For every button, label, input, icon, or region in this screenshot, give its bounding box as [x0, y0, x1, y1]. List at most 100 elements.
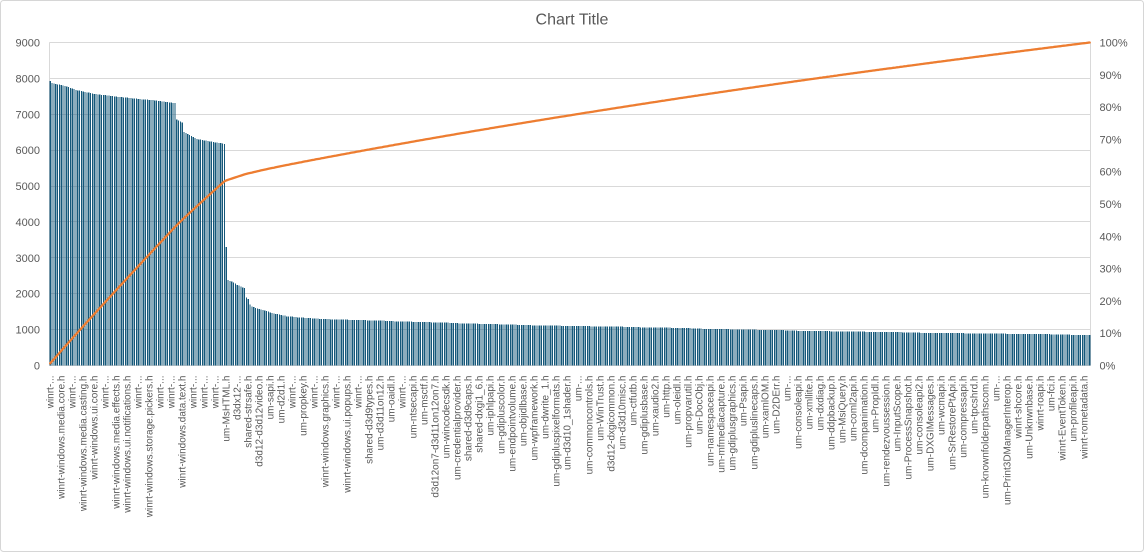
svg-text:0: 0	[34, 361, 40, 373]
svg-text:um-consoleapi.h: um-consoleapi.h	[794, 376, 805, 449]
svg-text:um-msctf.h: um-msctf.h	[420, 376, 431, 425]
svg-text:um-gdipluslinecaps.h: um-gdipluslinecaps.h	[750, 376, 761, 470]
svg-text:winrt-...: winrt-...	[211, 376, 222, 410]
svg-text:winrt-...: winrt-...	[398, 376, 409, 410]
svg-text:winrt-...: winrt-...	[167, 376, 178, 410]
svg-text:um-dwrite_1.h: um-dwrite_1.h	[541, 376, 552, 439]
svg-text:um-sapi.h: um-sapi.h	[266, 376, 277, 420]
svg-text:um-MsHTML.h: um-MsHTML.h	[222, 376, 233, 442]
svg-text:um-iphlpapi.h: um-iphlpapi.h	[486, 376, 497, 436]
svg-text:winrt-...: winrt-...	[288, 376, 299, 410]
svg-text:um-coml2api.h: um-coml2api.h	[849, 376, 860, 442]
svg-text:um-xmllite.h: um-xmllite.h	[805, 376, 816, 430]
svg-text:um-commoncontrols.h: um-commoncontrols.h	[585, 376, 596, 475]
svg-text:um-consoleapi2.h: um-consoleapi2.h	[915, 376, 926, 455]
svg-text:um-d2d1.h: um-d2d1.h	[277, 376, 288, 424]
svg-text:4000: 4000	[16, 217, 40, 229]
svg-text:um-...: um-...	[992, 376, 1003, 402]
svg-text:um-d3d11on12.h: um-d3d11on12.h	[376, 376, 387, 451]
svg-text:um-propvarutil.h: um-propvarutil.h	[684, 376, 695, 448]
svg-text:um-gdipluscolor.h: um-gdipluscolor.h	[497, 376, 508, 454]
svg-text:shared-d3d9types.h: shared-d3d9types.h	[365, 376, 376, 464]
svg-text:shared-d3d9caps.h: shared-d3d9caps.h	[464, 376, 475, 462]
svg-text:um-gdipluspixelformats.h: um-gdipluspixelformats.h	[552, 376, 563, 487]
svg-text:winrt-EventToken.h: winrt-EventToken.h	[1058, 376, 1069, 462]
svg-text:50%: 50%	[1100, 199, 1122, 211]
svg-text:um-ctfutb.h: um-ctfutb.h	[629, 376, 640, 426]
svg-text:70%: 70%	[1100, 134, 1122, 146]
svg-text:um-Print3DManagerInterop.h: um-Print3DManagerInterop.h	[1003, 376, 1014, 506]
svg-text:um-tpcshrd.h: um-tpcshrd.h	[970, 376, 981, 434]
svg-text:100%: 100%	[1100, 38, 1128, 50]
svg-text:2000: 2000	[16, 289, 40, 301]
svg-text:um-InputScope.h: um-InputScope.h	[893, 376, 904, 452]
svg-text:20%: 20%	[1100, 296, 1122, 308]
svg-text:0%: 0%	[1100, 361, 1116, 373]
svg-text:90%: 90%	[1100, 70, 1122, 82]
svg-text:winrt-windows.storage.pickers.: winrt-windows.storage.pickers.h	[145, 376, 156, 519]
svg-text:Chart Title: Chart Title	[536, 12, 609, 29]
svg-text:um-objidlbase.h: um-objidlbase.h	[519, 376, 530, 447]
svg-text:um-dcompanimation.h: um-dcompanimation.h	[860, 376, 871, 475]
svg-text:winrt-...: winrt-...	[134, 376, 145, 410]
svg-text:um-MsiQuery.h: um-MsiQuery.h	[838, 376, 849, 444]
svg-text:um-xaudio2.h: um-xaudio2.h	[651, 376, 662, 437]
svg-text:winrt-...: winrt-...	[101, 376, 112, 410]
svg-text:um-D2DErr.h: um-D2DErr.h	[772, 376, 783, 434]
svg-text:winrt-windows.media.core.h: winrt-windows.media.core.h	[57, 376, 68, 500]
svg-text:um-compressapi.h: um-compressapi.h	[959, 376, 970, 458]
svg-text:winrt-...: winrt-...	[189, 376, 200, 410]
svg-text:um-oleidl.h: um-oleidl.h	[673, 376, 684, 425]
svg-text:winrt-...: winrt-...	[68, 376, 79, 410]
svg-text:6000: 6000	[16, 145, 40, 157]
svg-text:winrt-...: winrt-...	[156, 376, 167, 410]
svg-text:um-wcmapi.h: um-wcmapi.h	[937, 376, 948, 435]
svg-text:um-oaidl.h: um-oaidl.h	[387, 376, 398, 423]
svg-text:winrt-rometadata.h: winrt-rometadata.h	[1080, 376, 1091, 460]
svg-text:um-gdiplusgraphics.h: um-gdiplusgraphics.h	[728, 376, 739, 471]
svg-text:um-mfmediacapture.h: um-mfmediacapture.h	[717, 376, 728, 473]
svg-text:7000: 7000	[16, 109, 40, 121]
svg-text:um-SrRestorePtApi.h: um-SrRestorePtApi.h	[948, 376, 959, 470]
svg-text:9000: 9000	[16, 38, 40, 50]
svg-text:10%: 10%	[1100, 328, 1122, 340]
svg-text:um-ntsecapi.h: um-ntsecapi.h	[409, 376, 420, 439]
svg-text:winrt-windows.graphics.h: winrt-windows.graphics.h	[321, 376, 332, 489]
svg-text:um-wpframework.h: um-wpframework.h	[530, 376, 541, 461]
svg-text:um-Unknwnbase.h: um-Unknwnbase.h	[1025, 376, 1036, 459]
svg-text:um-profileapi.h: um-profileapi.h	[1069, 376, 1080, 442]
svg-text:8000: 8000	[16, 73, 40, 85]
svg-text:um-http.h: um-http.h	[662, 376, 673, 418]
svg-text:5000: 5000	[16, 181, 40, 193]
svg-text:um-wincodecsdk.h: um-wincodecsdk.h	[442, 376, 453, 459]
svg-text:winrt-...: winrt-...	[310, 376, 321, 410]
svg-text:shared-dxgi1_6.h: shared-dxgi1_6.h	[475, 376, 486, 453]
svg-text:d3dx12-...: d3dx12-...	[233, 376, 244, 420]
svg-text:um-namespaceapi.h: um-namespaceapi.h	[706, 376, 717, 467]
svg-text:30%: 30%	[1100, 264, 1122, 276]
svg-text:d3d12-d3d12video.h: d3d12-d3d12video.h	[255, 376, 266, 467]
svg-text:3000: 3000	[16, 253, 40, 265]
svg-text:winrt-shcore.h: winrt-shcore.h	[1014, 376, 1025, 440]
svg-text:40%: 40%	[1100, 231, 1122, 243]
svg-text:winrt-roapi.h: winrt-roapi.h	[1036, 376, 1047, 432]
svg-text:um-knownfolderpathscom.h: um-knownfolderpathscom.h	[981, 376, 992, 499]
svg-text:winrt-windows.media.effects.h: winrt-windows.media.effects.h	[112, 376, 123, 510]
svg-text:um-endpointvolume.h: um-endpointvolume.h	[508, 376, 519, 472]
svg-text:um-ProcessSnapshot.h: um-ProcessSnapshot.h	[904, 376, 915, 480]
svg-text:winrt-...: winrt-...	[46, 376, 57, 410]
svg-text:winrt-...: winrt-...	[354, 376, 365, 410]
svg-text:winrt-windows.ui.popups.h: winrt-windows.ui.popups.h	[343, 376, 354, 494]
svg-text:d3d12-dxgicommon.h: d3d12-dxgicommon.h	[607, 376, 618, 472]
svg-text:um-DXGIMessages.h: um-DXGIMessages.h	[926, 376, 937, 472]
svg-text:um-xamlOM.h: um-xamlOM.h	[761, 376, 772, 439]
svg-text:um-...: um-...	[783, 376, 794, 402]
svg-text:um-d3d10misc.h: um-d3d10misc.h	[618, 376, 629, 450]
svg-text:um-credentialprovider.h: um-credentialprovider.h	[453, 376, 464, 481]
svg-text:60%: 60%	[1100, 167, 1122, 179]
svg-text:um-DocObj.h: um-DocObj.h	[695, 376, 706, 435]
svg-text:um-gdiplusbase.h: um-gdiplusbase.h	[640, 376, 651, 455]
svg-text:winrt-windows.ui.notifications: winrt-windows.ui.notifications.h	[123, 376, 134, 514]
svg-text:um-dxdiag.h: um-dxdiag.h	[816, 376, 827, 431]
svg-text:um-ddpbackup.h: um-ddpbackup.h	[827, 376, 838, 451]
